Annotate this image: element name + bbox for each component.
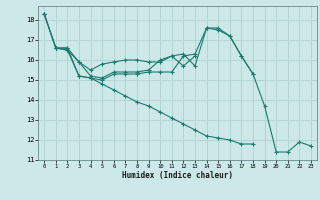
X-axis label: Humidex (Indice chaleur): Humidex (Indice chaleur): [122, 171, 233, 180]
